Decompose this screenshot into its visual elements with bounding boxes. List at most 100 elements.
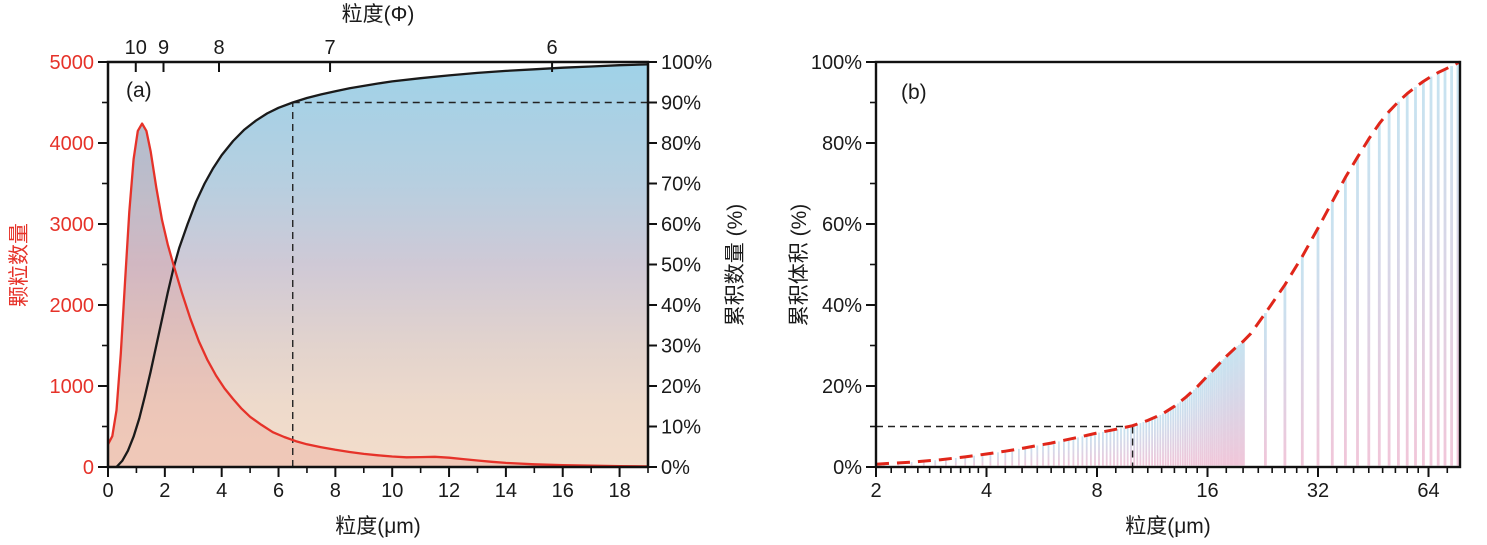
y-right-tick-label: 90% [661,93,701,115]
panel-a-label: (a) [126,79,152,102]
volume-bar [1058,441,1060,466]
volume-bar [1105,431,1108,466]
x-tick-label: 6 [273,480,284,502]
volume-bar [1229,352,1232,466]
y-right-tick-label: 30% [661,336,701,358]
particle-count-curve [106,122,649,468]
d90-marker-lines [292,101,648,467]
volume-bar [1236,346,1239,466]
volume-bar [922,461,925,466]
y-tick-label: 40% [822,295,862,317]
y-tick-label: 60% [822,214,862,236]
cumulative-volume-curve [875,60,1461,466]
volume-bar [1109,430,1112,466]
volume-bar [1148,419,1151,466]
volume-bar [1190,391,1193,466]
volume-bar [1188,393,1191,466]
volume-bar [981,454,984,466]
volume-bar [1330,201,1334,466]
volume-bar [934,460,937,466]
volume-bar [1113,429,1115,466]
volume-bar [1004,451,1007,466]
volume-bar [1123,427,1126,466]
volume-bar [1018,448,1020,466]
volume-bar [1414,87,1417,466]
volume-bar [1030,446,1033,466]
volume-bar [1184,397,1186,466]
panel-a-plot: 0 2 4 6 8 10 12 14 16 18 0 1000 2000 3000 4000 5000 0% 10… [50,37,713,502]
volume-bar [1233,349,1235,466]
volume-bar [1120,428,1122,466]
volume-bar [1130,426,1132,466]
x-tick-label: 64 [1417,480,1439,502]
y-left-tick-label: 5000 [50,52,95,74]
volume-bar [1139,423,1142,466]
volume-bar [1172,407,1175,466]
volume-bar [1443,69,1447,466]
volume-bar [1159,415,1162,466]
y-tick-label: 80% [822,133,862,155]
count-area-fill [108,123,648,467]
x-tick-label: 0 [102,480,113,502]
volume-bar [1167,410,1169,466]
y-tick-label: 100% [811,52,862,74]
volume-bar [997,452,999,466]
volume-bar [1072,438,1075,466]
volume-bar [1199,383,1202,466]
volume-bar [1156,416,1159,466]
volume-bar [1226,355,1229,466]
x-tick-label: 10 [381,480,403,502]
volume-bar [1063,440,1065,466]
y-right-tick-label: 80% [661,133,701,155]
volume-bar [1126,426,1129,466]
panel-b-plot: 2 4 8 16 32 64 0% 20% 40% 60% 80% 100% [811,52,1462,502]
x-tick-label: 8 [1091,480,1102,502]
d10-marker-lines [876,425,1134,467]
volume-bar [1052,442,1055,466]
phi-tick-label: 7 [324,37,335,59]
volume-bar [1397,101,1400,466]
volume-bar [1283,284,1287,466]
volume-bar [1456,62,1460,466]
volume-bar [1215,366,1218,466]
volume-bar [1220,361,1223,466]
volume-bar [1151,418,1153,466]
volume-bar [1316,228,1320,466]
y-left-tick-label: 1000 [50,376,95,398]
count-area-tint [108,123,648,467]
volume-bar [1450,66,1453,466]
y-right-tick-label: 20% [661,376,701,398]
volume-bar [1042,444,1044,466]
y-right-tick-label: 50% [661,255,701,277]
volume-bar [1094,433,1096,466]
volume-bar [1090,434,1092,466]
x-tick-label: 14 [495,480,517,502]
volume-bar [964,456,967,466]
volume-bar [910,462,913,466]
volume-bar [1179,401,1182,466]
x-tick-label: 4 [981,480,992,502]
volume-bar [1098,432,1100,466]
volume-bar [1205,377,1208,466]
volume-bar [1174,405,1177,466]
volume-bar [1377,123,1381,466]
volume-bar [1234,347,1237,466]
volume-bar [1081,436,1084,466]
x-tick-label: 32 [1307,480,1329,502]
panel-b-frame [874,60,1462,469]
volume-bar [1186,395,1189,466]
x-tick-label: 12 [438,480,460,502]
y-right-tick-label: 40% [661,295,701,317]
volume-bar [1077,437,1079,466]
volume-bar [1429,76,1433,466]
phi-tick-label: 9 [158,37,169,59]
volume-bar [1181,399,1184,466]
volume-bar [1136,424,1139,466]
volume-bar [1344,177,1347,466]
phi-tick-label: 10 [125,37,147,59]
volume-bar [1238,344,1240,466]
volume-bar [1201,381,1204,466]
y-tick-label: 20% [822,376,862,398]
volume-bar [1243,340,1245,466]
